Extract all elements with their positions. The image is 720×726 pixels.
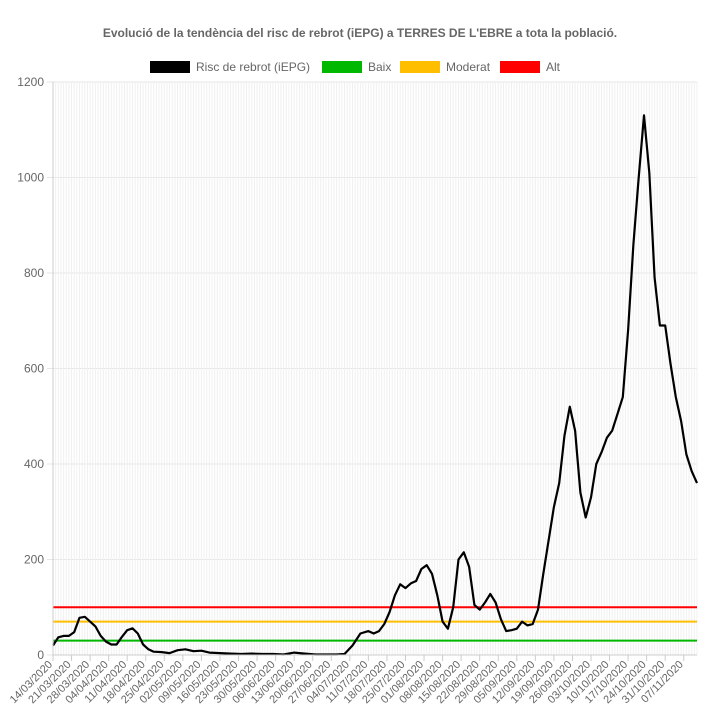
y-tick-label: 200 (24, 553, 44, 567)
y-tick-label: 400 (24, 457, 44, 471)
legend-label-risc: Risc de rebrot (iEPG) (196, 60, 311, 74)
legend-swatch-risc (150, 61, 190, 73)
legend-swatch-alt (500, 61, 540, 73)
y-tick-label: 1000 (17, 171, 44, 185)
legend-label-alt: Alt (546, 60, 561, 74)
legend-item-alt[interactable]: Alt (500, 58, 560, 76)
y-tick-label: 600 (24, 362, 44, 376)
grid-layer (47, 81, 698, 656)
legend: Risc de rebrot (iEPG) Baix Moderat Alt (0, 58, 720, 76)
legend-label-moderat: Moderat (446, 60, 491, 74)
legend-item-risc[interactable]: Risc de rebrot (iEPG) (150, 58, 310, 76)
threshold-layer (53, 606, 697, 642)
y-tick-label: 1200 (17, 75, 44, 89)
chart-title: Evolució de la tendència del risc de reb… (102, 26, 618, 40)
legend-item-moderat[interactable]: Moderat (400, 58, 490, 76)
legend-label-baix: Baix (368, 60, 392, 74)
legend-swatch-moderat (400, 61, 440, 73)
series-line-risc-de-rebrot (52, 114, 699, 656)
legend-swatch-baix (322, 61, 362, 73)
y-tick-label: 0 (37, 648, 44, 662)
series-layer (52, 114, 699, 656)
y-tick-label: 800 (24, 266, 44, 280)
legend-item-baix[interactable]: Baix (322, 58, 391, 76)
